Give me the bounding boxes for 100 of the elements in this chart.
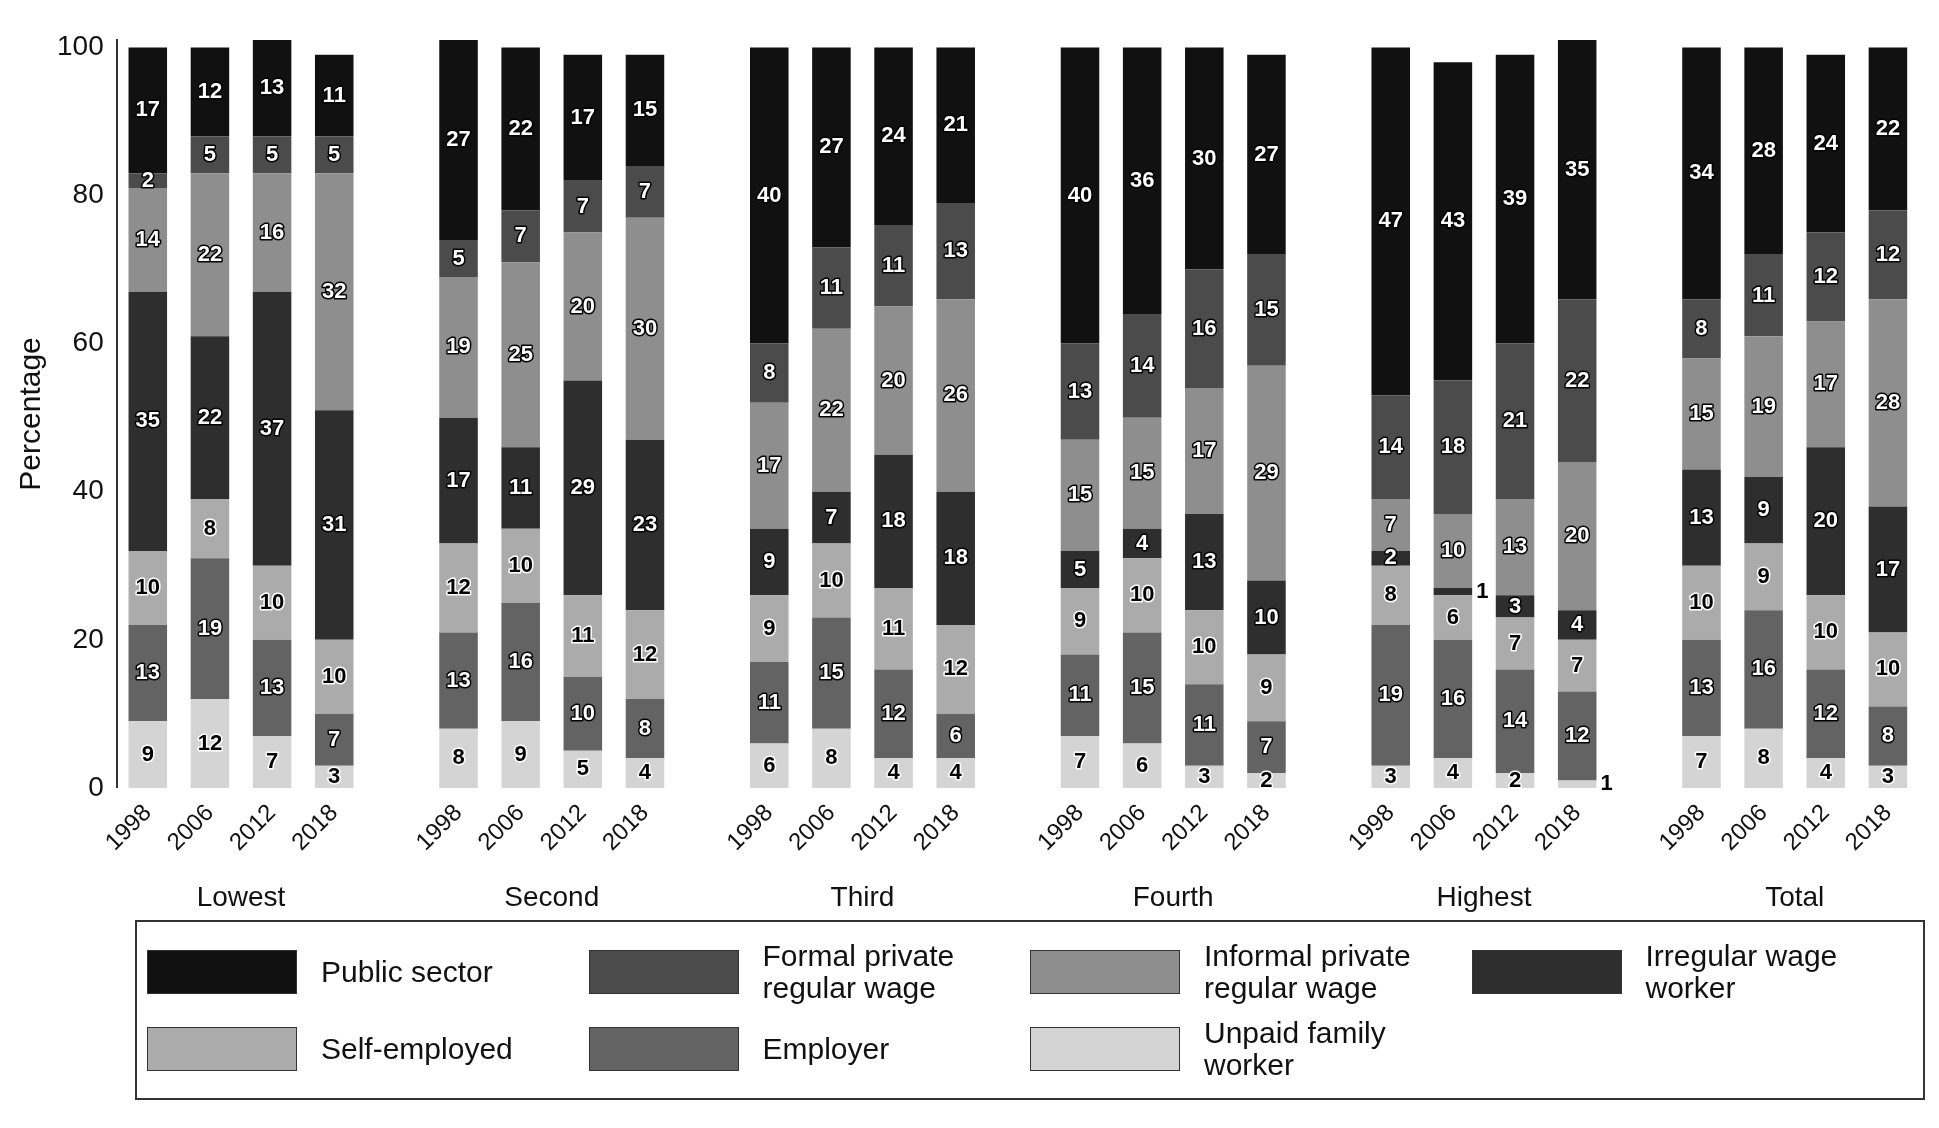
data-label: 6 [763,751,776,777]
bar [625,217,665,440]
bar [1495,343,1535,500]
text: Fourth [1132,880,1214,912]
bar [1682,299,1721,359]
bar [1806,447,1846,596]
bar [1060,587,1100,655]
data-label: 12 [943,655,968,681]
data-label: 12 [881,699,906,725]
data-label: 32 [321,277,347,303]
data-label: 10 [321,662,347,688]
data-label: 12 [197,729,223,755]
data-label: 30 [1192,144,1217,170]
data-label: 16 [508,648,533,674]
bar [439,276,478,418]
data-label: 6 [949,722,962,748]
bar [252,291,292,566]
data-label: 7 [638,177,652,203]
data-label: 10 [1254,603,1279,629]
bar [1122,47,1162,314]
data-label: 2 [1260,766,1273,792]
data-label: 10 [1813,618,1839,644]
data-label: 12 [1813,699,1839,725]
data-label: 18 [881,507,906,533]
data-label: 2 [141,166,154,192]
data-label: 10 [1689,588,1714,614]
data-label: 8 [825,744,838,770]
bar [501,47,540,211]
bar [1682,469,1721,566]
bar [439,632,478,729]
data-label: 10 [135,574,161,600]
bar [190,336,230,500]
bar [1371,47,1411,396]
bar [1744,336,1783,477]
data-label: 7 [265,748,279,774]
data-label: 5 [452,244,465,270]
data-label: 16 [1751,655,1776,681]
data-label: 4 [887,759,901,785]
text: Third [830,880,895,912]
data-label: 15 [1067,481,1093,507]
data-label: 36 [1129,166,1155,192]
bar [1185,513,1224,611]
data-label: 4 [1819,759,1833,785]
bar [936,202,975,300]
data-label: 39 [1502,185,1528,211]
data-label: 13 [259,74,285,100]
data-label: 27 [819,133,844,159]
data-label: 8 [1757,744,1770,770]
data-label: 8 [763,359,776,385]
data-label: 10 [508,551,533,577]
bar [1868,506,1908,633]
bar [1371,395,1411,500]
data-label: 19 [197,614,223,640]
data-label: 15 [819,659,844,685]
data-label: 21 [1502,407,1528,433]
bar [563,180,603,233]
data-label: 29 [1254,459,1279,485]
bar [1806,321,1846,448]
data-label: 17 [1875,555,1901,581]
data-label: 37 [259,414,285,440]
data-label: 2 [1384,544,1397,570]
bar [314,173,354,411]
data-label: 12 [1813,263,1839,289]
data-label: 5 [576,755,589,781]
bar [750,402,789,529]
data-label: 11 [1192,711,1216,736]
bar [1557,780,1597,788]
bar [563,232,603,381]
data-label: 29 [570,474,596,500]
bar [1557,639,1597,692]
legend-label: Public sector [321,954,493,988]
data-label: 3 [1198,762,1211,788]
data-label: 4 [1136,529,1150,555]
data-label: 15 [632,96,658,122]
data-label: 17 [135,96,161,122]
bar [812,728,851,788]
data-label: 8 [638,714,652,740]
data-label: 23 [632,511,658,537]
bar [190,173,230,337]
data-label: 3 [1508,592,1522,618]
bar [501,721,540,788]
bar [1185,684,1224,766]
bar [1682,358,1721,470]
y-tick-label: 40 [72,474,104,506]
data-label: 3 [1881,762,1895,788]
bar [936,299,975,492]
data-label: 13 [1192,548,1217,574]
data-label: 12 [197,77,223,103]
data-label: 15 [1254,296,1279,322]
data-label: 1 [1476,577,1489,603]
data-label: 7 [1695,748,1708,774]
data-label: 35 [135,407,161,433]
bar [750,47,789,344]
data-label: 15 [1689,400,1714,425]
data-label: 5 [203,140,217,166]
data-label: 11 [757,688,781,714]
data-label: 19 [1751,392,1776,418]
bar [1744,47,1783,255]
data-label: 24 [881,122,907,148]
bar [128,47,168,174]
